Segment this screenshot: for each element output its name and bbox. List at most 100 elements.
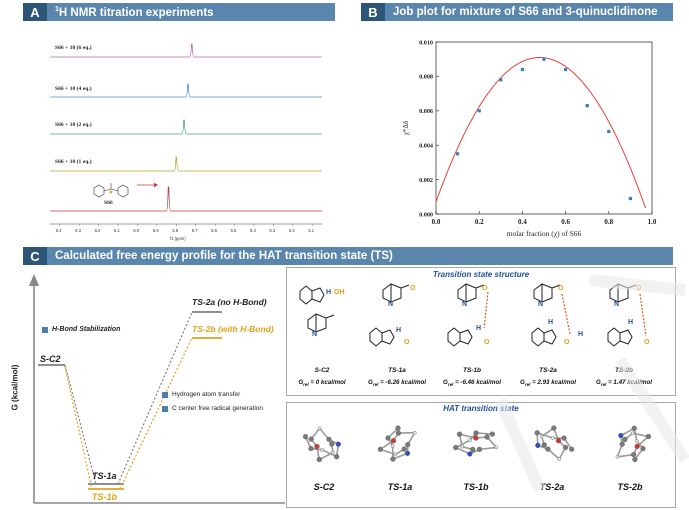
energy-symbol: G	[368, 379, 373, 386]
arrow-icon	[137, 182, 158, 188]
spectrum-label-3: S66 + 10 (2 eq.)	[55, 122, 92, 128]
svg-text:H: H	[548, 319, 553, 326]
y-tick-label: 0.004	[419, 143, 433, 150]
svg-text:N: N	[614, 301, 619, 308]
svg-text:H: H	[628, 319, 633, 326]
nmr-tick-label: 5.6	[211, 228, 217, 233]
x-tick-label: 0.4	[518, 218, 527, 226]
energy-subscript: rel	[372, 382, 379, 388]
nmr-tick-label: 5.4	[250, 228, 256, 233]
data-point	[456, 152, 460, 156]
x-tick-label: 0.6	[561, 218, 570, 226]
svg-text:O: O	[484, 339, 490, 346]
spectrum-trace-3	[50, 119, 322, 135]
nmr-tick-label: 6.0	[133, 228, 140, 233]
panel-a-header: A 1H NMR titration experiments	[23, 3, 335, 21]
level-ts1a-label: TS-1a	[92, 471, 117, 481]
y-tick-label: 0.010	[419, 39, 433, 46]
hat-3d-structures	[302, 425, 652, 463]
ts-molecule-name: TS-2b	[614, 367, 634, 374]
hat-structure-2	[377, 425, 417, 462]
svg-text:N: N	[312, 331, 317, 338]
nmr-tick-label: 5.1	[308, 228, 315, 233]
data-point	[542, 57, 546, 61]
nmr-tick-label: 5.5	[230, 228, 237, 233]
spectrum-label-4: S66 + 10 (1 eq.)	[55, 159, 92, 165]
energy-subscript: rel	[524, 382, 531, 388]
panel-b-header: B Job plot for mixture of S66 and 3-quin…	[361, 3, 673, 21]
panel-c-title: Calculated free energy profile for the H…	[55, 250, 393, 262]
ts-molecule-name: S-C2	[314, 367, 330, 374]
ts2a-note: (no H-Bond)	[217, 297, 267, 307]
nmr-tick-label: 5.3	[269, 228, 276, 233]
x-tick-label: 0.8	[604, 218, 613, 226]
energy-subscript: rel	[447, 382, 454, 388]
ts-structure-title: Transition state structure	[432, 270, 530, 279]
spectrum-trace-2	[50, 83, 322, 98]
hat-ts-title: HAT transition state	[443, 404, 519, 413]
data-point	[628, 196, 632, 201]
svg-text:N: N	[462, 301, 467, 308]
hbond-legend-text: H-Bond Stabilization	[52, 326, 121, 333]
radical-legend-icon	[162, 406, 168, 412]
energy-symbol: G	[443, 379, 448, 386]
job-plot: 0.0 0.2 0.4 0.6 0.8 1.0 0.000 0.002 0.004 0.006 0.…	[402, 39, 657, 238]
y-tick-label: 0.008	[419, 74, 433, 81]
level-sc2-label: S-C2	[40, 354, 61, 364]
spectrum-trace-4	[50, 156, 322, 172]
svg-text:O: O	[564, 339, 570, 346]
ts2b-note: (with H-Bond)	[218, 324, 274, 334]
svg-text:O: O	[410, 285, 416, 292]
data-point	[607, 129, 611, 134]
energy-value: = 0 kcal/mol	[308, 379, 346, 386]
svg-text:H: H	[578, 331, 583, 338]
energy-value: = 2.93 kcal/mol	[530, 379, 576, 386]
hbond-legend-icon	[42, 327, 48, 333]
spectrum-label-1: S66 + 10 (6 eq.)	[55, 45, 92, 51]
fit-curve	[435, 56, 646, 209]
nmr-tick-label: 6.3	[75, 228, 81, 233]
ts-molecule-energy: Grel = 1.47 kcal/mol	[588, 379, 660, 387]
svg-text:H: H	[326, 289, 331, 296]
hat-structure-name: S-C2	[313, 482, 335, 492]
nmr-tick-label: 5.9	[152, 228, 159, 233]
nmr-tick-label: 5.2	[288, 228, 295, 233]
data-point	[520, 67, 524, 72]
hat-structure-name: TS-1a	[387, 482, 413, 492]
spectrum-trace-1	[50, 43, 322, 58]
energy-symbol: G	[298, 379, 304, 386]
ts-molecule-name: TS-2a	[539, 367, 557, 374]
nmr-tick-label: 5.8	[172, 228, 179, 233]
panel-c-header: C Calculated free energy profile for the…	[23, 247, 673, 265]
energy-value: = -6.26 kcal/mol	[378, 379, 426, 386]
hat-structure-name: TS-1b	[463, 482, 489, 492]
hat-structure-3	[453, 430, 499, 457]
ts2a-name: TS-2a	[192, 297, 216, 307]
y-tick-label: 0.006	[419, 108, 433, 115]
svg-text:O: O	[404, 339, 410, 346]
data-point	[585, 104, 589, 108]
energy-symbol: G	[596, 379, 601, 386]
ts-molecule-energy: Grel = 2.93 kcal/mol	[512, 379, 584, 387]
s66-structure-label: S66	[104, 200, 113, 206]
hat-structure-4	[534, 425, 575, 461]
panel-a-title-text: H NMR titration experiments	[58, 6, 214, 19]
spectrum-label-2: S66 + 10 (4 eq.)	[55, 86, 92, 92]
panel-a-title-sup: 1	[55, 5, 59, 13]
level-ts2a-label: TS-2a (no H-Bond)	[192, 297, 267, 307]
hat-ts-box	[286, 402, 676, 508]
x-tick-label: 0.2	[475, 218, 484, 226]
y-tick-label: 0.000	[419, 211, 433, 218]
ts-molecule-name: TS-1b	[462, 367, 482, 374]
panel-a-letter: A	[23, 3, 47, 21]
svg-text:N: N	[388, 301, 393, 308]
data-point	[564, 67, 568, 72]
panel-a-title: 1H NMR titration experiments	[47, 6, 214, 19]
ts-molecule-energy: Grel = -6.46 kcal/mol	[436, 379, 508, 387]
ts2b-name: TS-2b	[192, 324, 216, 334]
svg-text:OH: OH	[334, 289, 345, 296]
hat-structure-5	[615, 425, 652, 463]
ts-molecule-energy: Grel = 0 kcal/mol	[286, 379, 358, 387]
energy-subscript: rel	[303, 382, 309, 388]
